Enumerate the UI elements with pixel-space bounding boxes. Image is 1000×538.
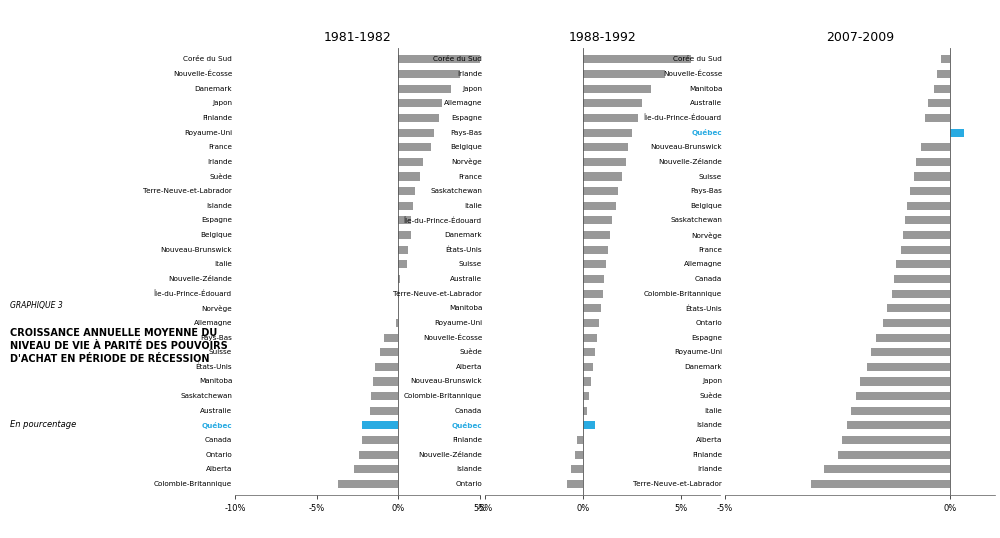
Bar <box>375 363 398 371</box>
Bar <box>887 305 950 313</box>
Bar <box>362 436 398 444</box>
Bar <box>373 378 398 386</box>
Bar <box>876 334 950 342</box>
Title: 1988-1992: 1988-1992 <box>569 32 636 45</box>
Bar <box>810 480 950 488</box>
Bar <box>354 465 398 473</box>
Bar <box>583 84 651 93</box>
Bar <box>583 158 626 166</box>
Bar <box>867 363 950 371</box>
Title: 1981-1982: 1981-1982 <box>324 32 391 45</box>
Bar <box>583 363 593 371</box>
Bar <box>398 55 480 63</box>
Bar <box>567 480 583 488</box>
Bar <box>583 378 591 386</box>
Bar <box>370 407 398 415</box>
Bar <box>583 392 589 400</box>
Bar <box>896 260 950 268</box>
Bar <box>398 143 431 151</box>
Bar <box>583 55 691 63</box>
Text: GRAPHIQUE 3: GRAPHIQUE 3 <box>10 301 63 310</box>
Bar <box>398 84 451 93</box>
Bar <box>583 70 665 78</box>
Bar <box>571 465 583 473</box>
Bar <box>907 202 950 210</box>
Bar <box>583 187 618 195</box>
Bar <box>371 392 398 400</box>
Bar <box>577 436 583 444</box>
Bar <box>398 246 408 254</box>
Bar <box>925 114 950 122</box>
Bar <box>900 246 950 254</box>
Bar <box>583 202 616 210</box>
Bar <box>583 231 610 239</box>
Bar <box>583 216 612 224</box>
Bar <box>851 407 950 415</box>
Bar <box>921 143 950 151</box>
Bar <box>575 451 583 459</box>
Bar <box>871 348 950 356</box>
Bar <box>950 129 964 137</box>
Bar <box>398 260 406 268</box>
Bar <box>583 421 595 429</box>
Bar <box>583 289 602 298</box>
Bar <box>583 173 622 181</box>
Bar <box>398 216 411 224</box>
Bar <box>894 275 950 283</box>
Bar <box>398 100 442 108</box>
Text: CROISSANCE ANNUELLE MOYENNE DU
NIVEAU DE VIE À PARITÉ DES POUVOIRS
D'ACHAT EN PÉ: CROISSANCE ANNUELLE MOYENNE DU NIVEAU DE… <box>10 328 228 364</box>
Bar <box>910 187 950 195</box>
Bar <box>583 100 642 108</box>
Bar <box>846 421 950 429</box>
Bar <box>583 246 608 254</box>
Bar <box>583 260 606 268</box>
Bar <box>824 465 950 473</box>
Bar <box>398 231 411 239</box>
Bar <box>398 275 400 283</box>
Bar <box>362 421 398 429</box>
Bar <box>583 275 604 283</box>
Bar <box>941 55 950 63</box>
Bar <box>905 216 950 224</box>
Bar <box>398 129 434 137</box>
Bar <box>860 378 950 386</box>
Bar <box>916 158 950 166</box>
Bar <box>583 114 638 122</box>
Bar <box>583 143 628 151</box>
Bar <box>398 114 439 122</box>
Bar <box>883 319 950 327</box>
Bar <box>398 187 415 195</box>
Bar <box>838 451 950 459</box>
Bar <box>856 392 950 400</box>
Bar <box>398 202 413 210</box>
Bar <box>359 451 398 459</box>
Bar <box>384 334 398 342</box>
Bar <box>583 348 595 356</box>
Bar <box>398 70 460 78</box>
Bar <box>583 305 601 313</box>
Text: En pourcentage: En pourcentage <box>10 420 76 429</box>
Bar <box>903 231 950 239</box>
Title: 2007-2009: 2007-2009 <box>826 32 894 45</box>
Bar <box>398 173 420 181</box>
Bar <box>892 289 950 298</box>
Bar <box>934 84 950 93</box>
Bar <box>928 100 950 108</box>
Bar <box>583 407 587 415</box>
Bar <box>583 334 597 342</box>
Bar <box>338 480 398 488</box>
Bar <box>396 319 398 327</box>
Bar <box>842 436 950 444</box>
Bar <box>936 70 950 78</box>
Bar <box>583 319 599 327</box>
Bar <box>914 173 950 181</box>
Bar <box>398 158 423 166</box>
Bar <box>380 348 398 356</box>
Bar <box>583 129 632 137</box>
